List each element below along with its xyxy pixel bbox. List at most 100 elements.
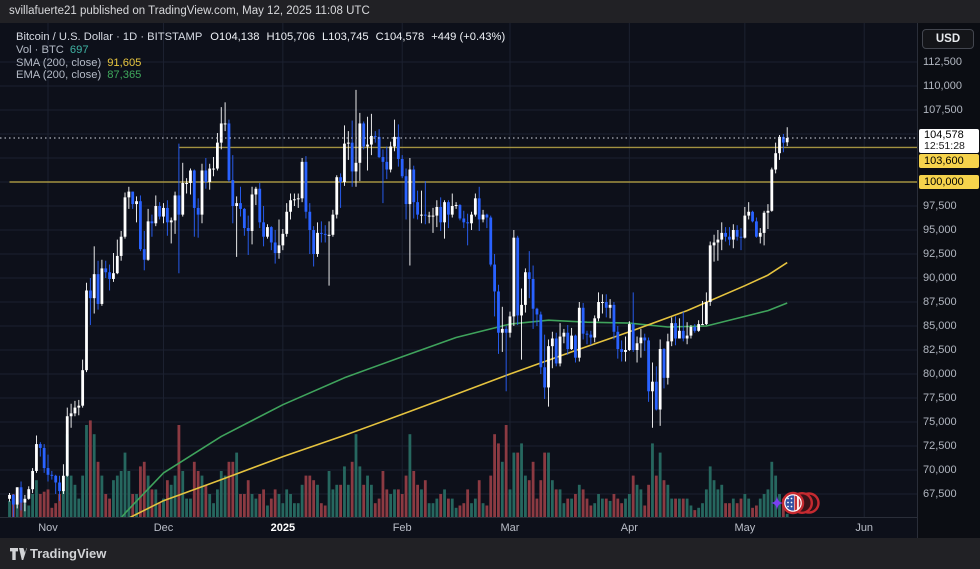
candle-body xyxy=(466,222,470,224)
candle-body xyxy=(778,136,781,154)
brand-text[interactable]: TradingView xyxy=(30,546,107,561)
volume-bar xyxy=(562,503,566,517)
candle-body xyxy=(477,198,481,220)
volume-bar xyxy=(185,498,188,517)
volume-bar xyxy=(246,480,250,517)
volume-bar xyxy=(735,503,739,517)
volume-bar xyxy=(154,489,158,517)
flag-sticker[interactable] xyxy=(768,488,820,520)
candle-body xyxy=(770,169,774,211)
time-tick-label[interactable]: 2025 xyxy=(270,522,296,534)
candle-body xyxy=(524,272,527,305)
volume-bar xyxy=(447,498,450,517)
flag-badge-front xyxy=(781,491,805,515)
legend-volume-row[interactable]: Vol · BTC 697 xyxy=(16,44,512,57)
candle-body xyxy=(485,214,489,218)
legend-sma-row[interactable]: SMA (200, close) 91,605 xyxy=(16,57,512,70)
volume-bar xyxy=(539,480,543,517)
time-tick-label[interactable]: Mar xyxy=(500,522,520,534)
candle-body xyxy=(412,169,416,203)
volume-bar xyxy=(435,498,439,517)
candle-body xyxy=(227,123,231,181)
candle-body xyxy=(473,198,477,215)
volume-bar xyxy=(778,494,781,517)
price-tick-label: 72,500 xyxy=(923,440,957,452)
volume-bar xyxy=(100,475,104,517)
legend-ema-row[interactable]: EMA (200, close) 87,365 xyxy=(16,69,512,82)
time-tick-label[interactable]: May xyxy=(734,522,756,534)
currency-toggle-button[interactable]: USD xyxy=(922,29,974,49)
time-tick-label[interactable]: Feb xyxy=(392,522,412,534)
candle-body xyxy=(50,474,54,476)
candle-body xyxy=(389,146,393,170)
candle-body xyxy=(27,489,31,499)
candle-body xyxy=(231,180,235,206)
time-tick-label[interactable]: Nov xyxy=(38,522,58,534)
candle-body xyxy=(643,337,647,341)
volume-bar xyxy=(597,494,600,517)
candle-body xyxy=(566,332,570,350)
candle-body xyxy=(223,123,227,125)
volume-bar xyxy=(689,505,693,517)
candle-body xyxy=(747,211,751,216)
candle-body xyxy=(23,498,27,503)
volume-bar xyxy=(354,434,358,517)
volume-bar xyxy=(589,505,593,517)
time-tick-label[interactable]: Jun xyxy=(855,522,874,534)
volume-bar xyxy=(323,505,327,517)
candle-body xyxy=(531,278,535,309)
candle-body xyxy=(781,136,785,143)
candle-body xyxy=(393,136,396,147)
candle-body xyxy=(708,245,712,302)
level-label-103600: 103,600 xyxy=(919,153,979,168)
candle-body xyxy=(119,236,123,256)
volume-bar xyxy=(96,461,100,517)
candle-body xyxy=(254,188,258,195)
candle-body xyxy=(635,343,639,350)
candle-body xyxy=(42,447,46,469)
volume-bar xyxy=(273,489,277,517)
volume-bar xyxy=(758,498,762,517)
volume-bar xyxy=(73,484,77,517)
volume-bar xyxy=(385,489,389,517)
candle-body xyxy=(666,341,670,378)
candle-body xyxy=(739,236,743,238)
volume-bar xyxy=(500,461,504,517)
candle-body xyxy=(612,304,616,332)
candle-body xyxy=(435,206,439,216)
volume-bar xyxy=(516,452,520,517)
volume-bar xyxy=(85,425,88,517)
candle-body xyxy=(681,330,685,339)
candle-body xyxy=(755,221,758,237)
candle-body xyxy=(38,444,42,448)
volume-bar xyxy=(31,494,34,517)
volume-bar xyxy=(508,489,512,517)
volume-bar xyxy=(312,480,316,517)
candle-body xyxy=(689,326,693,336)
candlestick-chart[interactable] xyxy=(0,23,917,517)
volume-bar xyxy=(612,494,616,517)
time-tick-label[interactable]: Dec xyxy=(153,522,174,534)
candle-body xyxy=(570,335,573,350)
volume-bar xyxy=(62,489,65,517)
volume-bar xyxy=(142,461,146,517)
volume-bar xyxy=(231,461,235,517)
candle-body xyxy=(85,290,88,371)
volume-bar xyxy=(42,491,46,517)
symbol-title[interactable]: Bitcoin / U.S. Dollar · 1D · BITSTAMP xyxy=(16,31,203,43)
price-axis[interactable]: USD 112,500110,000107,500105,00097,50095… xyxy=(917,23,980,538)
candle-body xyxy=(73,407,77,414)
volume-bar xyxy=(69,475,73,517)
time-tick-label[interactable]: Apr xyxy=(620,522,638,534)
candle-body xyxy=(662,349,666,378)
volume-bar xyxy=(242,494,246,517)
time-axis[interactable]: Nov Dec 2025 Feb Mar Apr May Jun xyxy=(0,517,917,539)
candle-body xyxy=(112,273,115,279)
candle-body xyxy=(658,349,662,410)
volume-bar xyxy=(208,494,212,517)
volume-bar xyxy=(77,498,81,517)
legend-symbol-row[interactable]: Bitcoin / U.S. Dollar · 1D · BITSTAMP O10… xyxy=(16,31,512,44)
candle-body xyxy=(216,142,219,169)
volume-bar xyxy=(431,503,435,517)
volume-bar xyxy=(362,484,366,517)
